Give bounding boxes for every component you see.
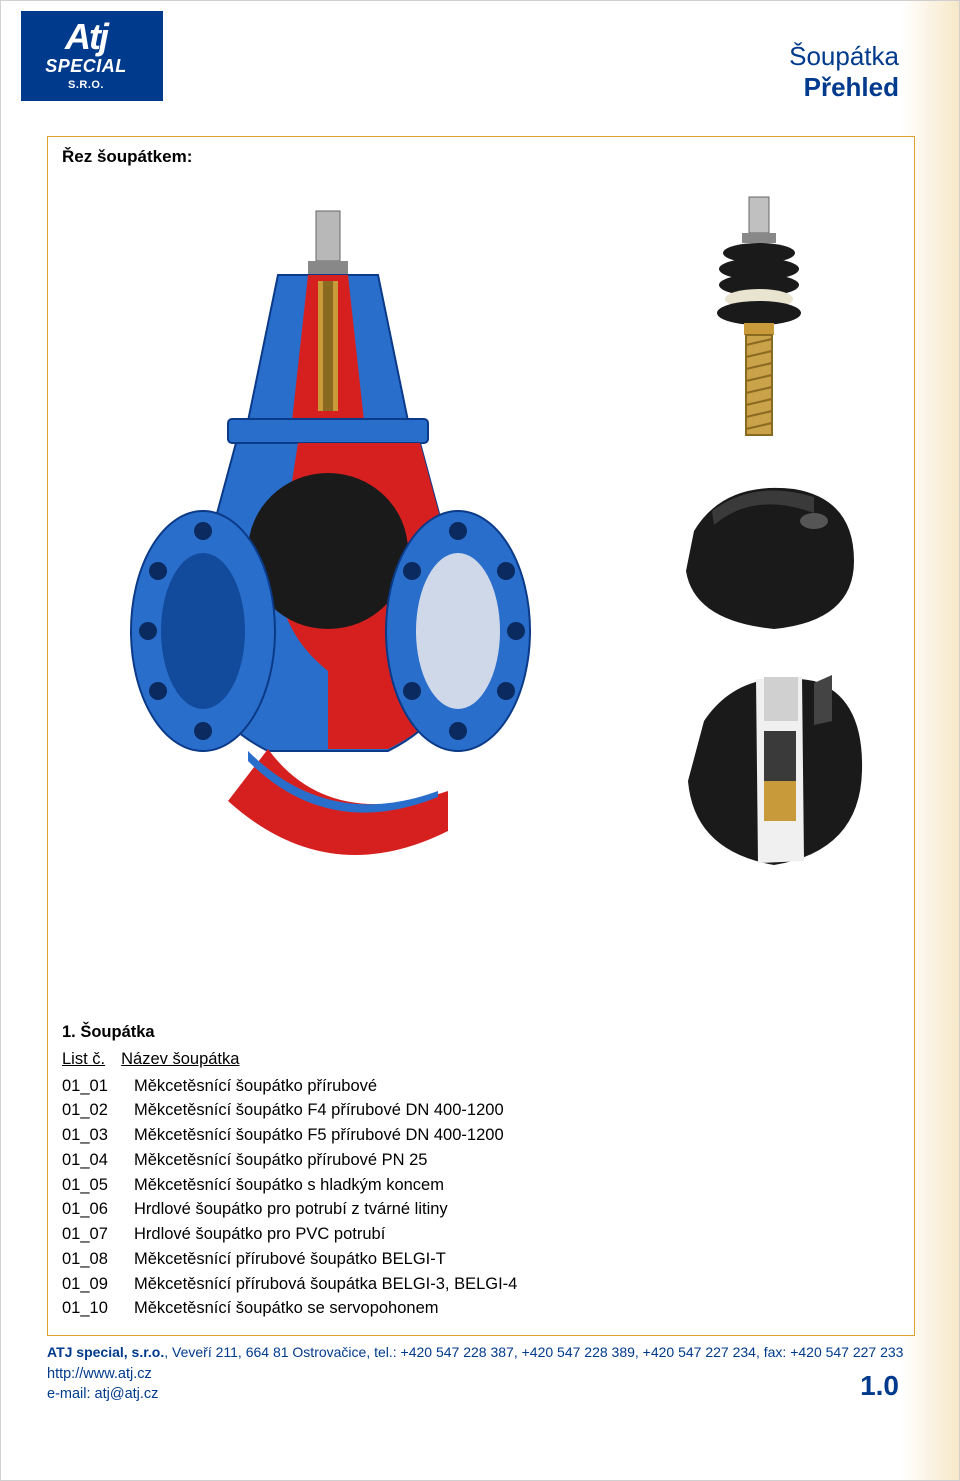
content-frame: Řez šoupátkem:	[47, 136, 915, 1336]
item-name: Měkcetěsnící šoupátko F5 přírubové DN 40…	[134, 1123, 504, 1148]
list-item: 01_04 Měkcetěsnící šoupátko přírubové PN …	[62, 1148, 902, 1173]
company-logo: Atj SPECIAL S.R.O.	[21, 11, 151, 101]
item-code: 01_04	[62, 1148, 118, 1173]
item-code: 01_07	[62, 1222, 118, 1247]
item-name: Měkcetěsnící šoupátko se servopohonem	[134, 1296, 439, 1321]
logo-strip	[151, 11, 163, 101]
page-title: Šoupátka Přehled	[789, 41, 899, 103]
item-code: 01_02	[62, 1098, 118, 1123]
page: Atj SPECIAL S.R.O. Šoupátka Přehled Řez …	[0, 0, 960, 1481]
footer-email-link[interactable]: atj@atj.cz	[95, 1386, 159, 1402]
item-name: Hrdlové šoupátko pro potrubí z tvárné li…	[134, 1197, 448, 1222]
footer-links: http://www.atj.cz e-mail: atj@atj.cz	[47, 1366, 915, 1402]
footer-company: ATJ special, s.r.o.	[47, 1344, 164, 1360]
page-number: 1.0	[860, 1370, 899, 1402]
item-code: 01_06	[62, 1197, 118, 1222]
column-header-name: Název šoupátka	[121, 1047, 239, 1072]
logo-main-text: Atj	[65, 21, 107, 53]
item-name: Měkcetěsnící šoupátko s hladkým koncem	[134, 1173, 444, 1198]
list-item: 01_10 Měkcetěsnící šoupátko se servopohon…	[62, 1296, 902, 1321]
footer-email-label: e-mail:	[47, 1386, 95, 1402]
logo-sub-text: SPECIAL	[45, 56, 127, 77]
valve-list: 1. Šoupátka List č. Název šoupátka 01_01…	[62, 1020, 902, 1321]
list-item: 01_02 Měkcetěsnící šoupátko F4 přírubové …	[62, 1098, 902, 1123]
footer-contact: , Veveří 211, 664 81 Ostrovačice, tel.: …	[164, 1344, 903, 1360]
list-item: 01_07 Hrdlové šoupátko pro PVC potrubí	[62, 1222, 902, 1247]
item-code: 01_03	[62, 1123, 118, 1148]
rubber-wedge-icon	[664, 471, 874, 641]
logo-sro-text: S.R.O.	[68, 79, 104, 91]
item-name: Měkcetěsnící šoupátko přírubové PN 25	[134, 1148, 428, 1173]
wedge-cutaway-icon	[664, 661, 874, 881]
product-image-area	[48, 171, 914, 931]
item-name: Měkcetěsnící šoupátko přírubové	[134, 1074, 377, 1099]
item-code: 01_10	[62, 1296, 118, 1321]
valve-cutaway-icon	[108, 191, 548, 911]
column-header-code: List č.	[62, 1047, 105, 1072]
list-item: 01_09 Měkcetěsnící přírubová šoupátka BEL…	[62, 1272, 902, 1297]
item-name: Měkcetěsnící šoupátko F4 přírubové DN 40…	[134, 1098, 504, 1123]
item-name: Měkcetěsnící přírubové šoupátko BELGI-T	[134, 1247, 446, 1272]
list-item: 01_08 Měkcetěsnící přírubové šoupátko BEL…	[62, 1247, 902, 1272]
footer-web-link[interactable]: http://www.atj.cz	[47, 1366, 152, 1382]
item-code: 01_01	[62, 1074, 118, 1099]
list-column-headers: List č. Název šoupátka	[62, 1047, 902, 1072]
title-line2: Přehled	[789, 72, 899, 103]
stem-assembly-icon	[694, 191, 824, 451]
item-code: 01_09	[62, 1272, 118, 1297]
title-line1: Šoupátka	[789, 41, 899, 72]
list-heading: 1. Šoupátka	[62, 1020, 902, 1045]
page-footer: ATJ special, s.r.o., Veveří 211, 664 81 …	[47, 1335, 915, 1402]
item-code: 01_05	[62, 1173, 118, 1198]
list-item: 01_03 Měkcetěsnící šoupátko F5 přírubové …	[62, 1123, 902, 1148]
item-name: Měkcetěsnící přírubová šoupátka BELGI-3,…	[134, 1272, 517, 1297]
list-item: 01_01 Měkcetěsnící šoupátko přírubové	[62, 1074, 902, 1099]
list-item: 01_05 Měkcetěsnící šoupátko s hladkým kon…	[62, 1173, 902, 1198]
item-name: Hrdlové šoupátko pro PVC potrubí	[134, 1222, 385, 1247]
item-code: 01_08	[62, 1247, 118, 1272]
list-item: 01_06 Hrdlové šoupátko pro potrubí z tvár…	[62, 1197, 902, 1222]
section-title: Řez šoupátkem:	[48, 137, 914, 171]
